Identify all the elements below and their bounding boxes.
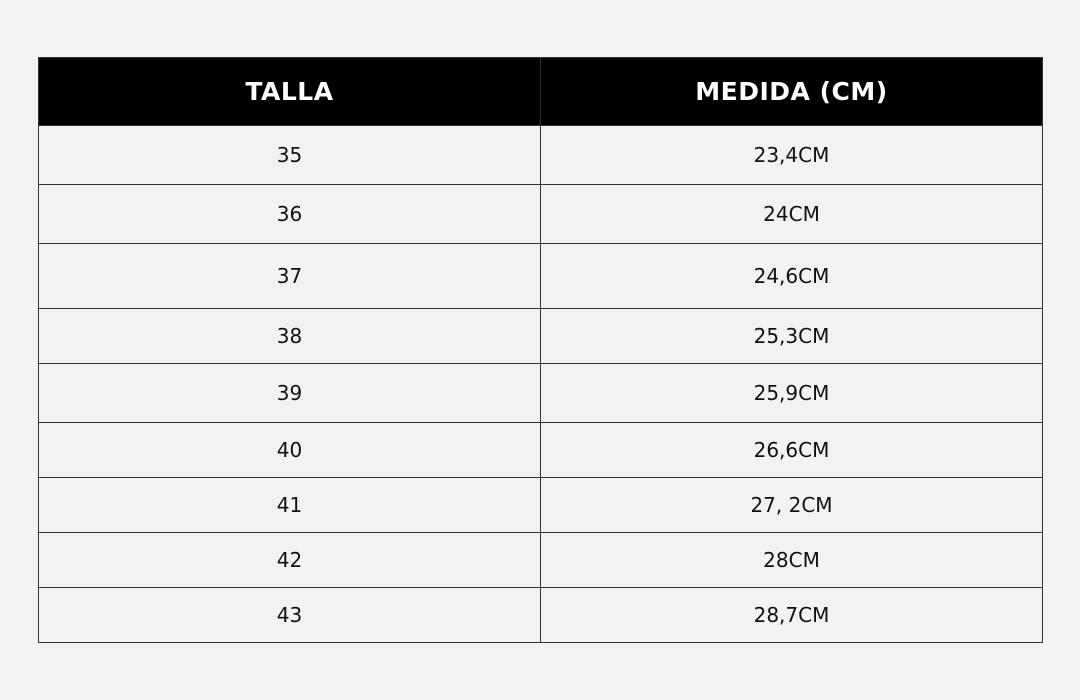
- table-row: 35 23,4CM: [38, 125, 1043, 185]
- header-medida: MEDIDA (CM): [540, 57, 1043, 126]
- size-cell: 40: [38, 422, 541, 478]
- measure-cell: 23,4CM: [540, 125, 1043, 185]
- table-row: 43 28,7CM: [38, 587, 1043, 643]
- table-row: 37 24,6CM: [38, 243, 1043, 309]
- measure-cell: 24CM: [540, 184, 1043, 244]
- measure-cell: 25,9CM: [540, 363, 1043, 423]
- header-talla: TALLA: [38, 57, 541, 126]
- size-cell: 42: [38, 532, 541, 588]
- measure-cell: 28CM: [540, 532, 1043, 588]
- measure-cell: 26,6CM: [540, 422, 1043, 478]
- header-row: TALLA MEDIDA (CM): [38, 57, 1043, 126]
- size-cell: 35: [38, 125, 541, 185]
- size-cell: 41: [38, 477, 541, 533]
- size-cell: 36: [38, 184, 541, 244]
- table-row: 36 24CM: [38, 184, 1043, 244]
- measure-cell: 28,7CM: [540, 587, 1043, 643]
- size-cell: 43: [38, 587, 541, 643]
- table-row: 42 28CM: [38, 532, 1043, 588]
- measure-cell: 25,3CM: [540, 308, 1043, 364]
- size-cell: 37: [38, 243, 541, 309]
- table-row: 40 26,6CM: [38, 422, 1043, 478]
- measure-cell: 24,6CM: [540, 243, 1043, 309]
- size-cell: 38: [38, 308, 541, 364]
- measure-cell: 27, 2CM: [540, 477, 1043, 533]
- size-table: TALLA MEDIDA (CM) 35 23,4CM 36 24CM 37 24,6CM…: [38, 57, 1043, 643]
- table-row: 38 25,3CM: [38, 308, 1043, 364]
- table-row: 39 25,9CM: [38, 363, 1043, 423]
- table-row: 41 27, 2CM: [38, 477, 1043, 533]
- size-cell: 39: [38, 363, 541, 423]
